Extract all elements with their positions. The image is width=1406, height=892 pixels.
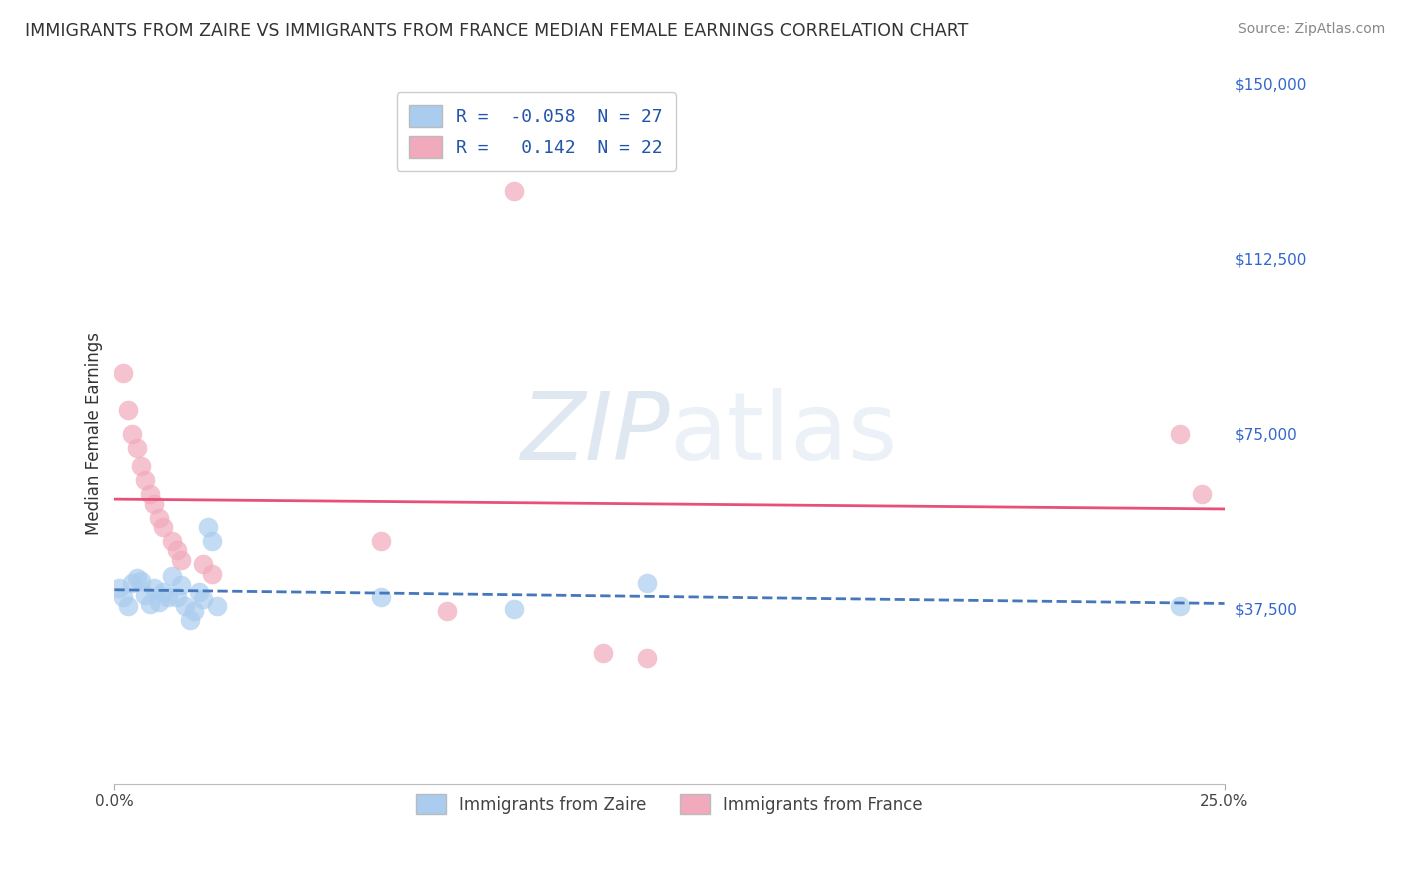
Point [183,604,205,618]
Point [636,650,658,665]
Point [121,576,143,591]
Point [148,595,170,609]
Point [148,510,170,524]
Point [143,581,166,595]
Point [201,566,224,581]
Point [166,590,188,604]
Point [160,569,183,583]
Point [152,520,174,534]
Point [193,558,215,572]
Point [503,184,526,198]
Point [187,585,209,599]
Legend: Immigrants from Zaire, Immigrants from France: Immigrants from Zaire, Immigrants from F… [406,784,934,824]
Point [636,576,658,591]
Text: ZIP: ZIP [520,388,669,479]
Point [112,366,135,380]
Point [1168,426,1191,441]
Text: IMMIGRANTS FROM ZAIRE VS IMMIGRANTS FROM FRANCE MEDIAN FEMALE EARNINGS CORRELATI: IMMIGRANTS FROM ZAIRE VS IMMIGRANTS FROM… [25,22,969,40]
Point [134,588,156,602]
Point [370,590,392,604]
Point [370,533,392,548]
Point [125,571,148,585]
Point [503,601,526,615]
Point [170,552,193,566]
Point [174,599,197,614]
Text: atlas: atlas [669,388,897,480]
Point [117,403,139,417]
Point [152,585,174,599]
Point [170,578,193,592]
Point [139,597,162,611]
Point [121,426,143,441]
Point [134,473,156,487]
Point [143,497,166,511]
Point [156,590,179,604]
Point [179,613,201,627]
Point [117,599,139,614]
Point [112,590,135,604]
Point [197,520,219,534]
Point [125,441,148,455]
Point [129,459,152,474]
Point [592,646,614,660]
Y-axis label: Median Female Earnings: Median Female Earnings [86,332,103,535]
Text: Source: ZipAtlas.com: Source: ZipAtlas.com [1237,22,1385,37]
Point [1191,487,1213,501]
Point [201,533,224,548]
Point [160,533,183,548]
Point [139,487,162,501]
Point [436,604,458,618]
Point [129,574,152,588]
Point [108,581,131,595]
Point [205,599,228,614]
Point [1168,599,1191,614]
Point [166,543,188,558]
Point [193,592,215,607]
